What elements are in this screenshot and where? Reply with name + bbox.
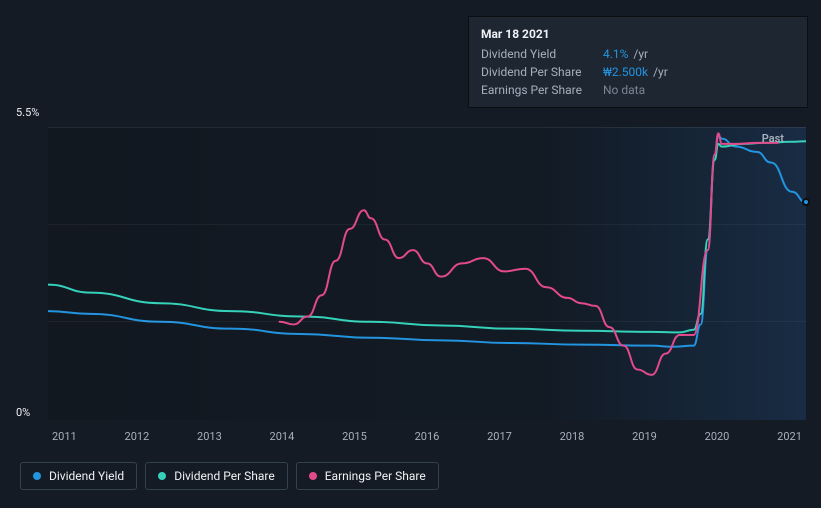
x-tick-label: 2017 — [487, 430, 512, 450]
x-tick-label: 2018 — [560, 430, 585, 450]
x-tick-label: 2012 — [125, 430, 150, 450]
legend-item[interactable]: Earnings Per Share — [296, 462, 439, 490]
tooltip-row-value: 4.1% /yr — [603, 45, 648, 63]
legend-item[interactable]: Dividend Yield — [20, 462, 137, 490]
tooltip-row-label: Earnings Per Share — [481, 81, 591, 99]
x-tick-label: 2013 — [197, 430, 222, 450]
legend-dot-icon — [158, 472, 166, 480]
tooltip-row-value: ₩2.500k /yr — [603, 63, 668, 81]
x-tick-label: 2021 — [777, 430, 802, 450]
legend-item-label: Dividend Yield — [49, 469, 124, 483]
legend-item[interactable]: Dividend Per Share — [145, 462, 288, 490]
dividend-chart: Mar 18 2021 Dividend Yield4.1% /yrDivide… — [18, 0, 806, 450]
tooltip-row: Dividend Yield 4.1% /yr — [481, 45, 795, 63]
chart-plot-area[interactable] — [48, 127, 806, 420]
x-tick-label: 2011 — [52, 430, 77, 450]
series-line — [48, 136, 806, 347]
tooltip-row-value: No data — [603, 81, 645, 99]
legend-dot-icon — [33, 472, 41, 480]
legend-dot-icon — [309, 472, 317, 480]
series-line — [48, 141, 806, 332]
x-tick-label: 2015 — [342, 430, 367, 450]
tooltip-row-label: Dividend Yield — [481, 45, 591, 63]
chart-legend: Dividend Yield Dividend Per Share Earnings… — [20, 462, 439, 490]
tooltip-row-label: Dividend Per Share — [481, 63, 591, 81]
current-value-marker — [802, 198, 810, 206]
series-line — [280, 133, 778, 375]
tooltip-row: Earnings Per Share No data — [481, 81, 795, 99]
legend-item-label: Dividend Per Share — [174, 469, 275, 483]
past-label: Past — [762, 132, 784, 145]
x-tick-label: 2020 — [705, 430, 730, 450]
y-axis-min-label: 0% — [16, 406, 30, 419]
tooltip-date: Mar 18 2021 — [481, 25, 795, 43]
x-tick-label: 2016 — [415, 430, 440, 450]
legend-item-label: Earnings Per Share — [325, 469, 426, 483]
x-tick-label: 2019 — [632, 430, 657, 450]
chart-tooltip: Mar 18 2021 Dividend Yield4.1% /yrDivide… — [468, 16, 808, 108]
x-axis-labels: 2011 2012 2013 2014 2015 2016 2017 2018 2019 2020… — [48, 430, 806, 450]
tooltip-row: Dividend Per Share ₩2.500k /yr — [481, 63, 795, 81]
x-tick-label: 2014 — [270, 430, 295, 450]
y-axis-max-label: 5.5% — [16, 106, 39, 119]
